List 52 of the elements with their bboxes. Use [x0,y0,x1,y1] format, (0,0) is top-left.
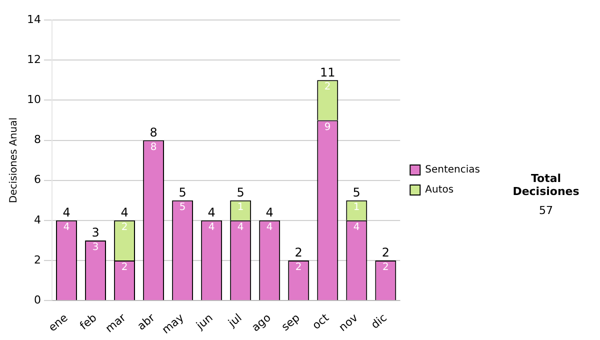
x-tick-label: nov [336,310,361,334]
data-label: 4 [266,222,273,234]
x-tick-label: ene [46,311,70,334]
x-tick-label: dic [368,311,390,332]
y-tick-label: 14 [26,12,41,26]
total-label: 4 [208,206,216,220]
text: 57 [538,204,554,217]
y-tick-label: 4 [34,213,41,226]
total-label: 2 [382,246,390,260]
legend-label: Autos [425,184,454,196]
total-label: 4 [266,206,274,220]
total-label: 4 [120,206,128,220]
x-tick-label: feb [77,311,100,332]
x-tick-label: jul [225,311,244,330]
text: Total Decisiones [512,172,580,198]
data-label: 2 [121,222,128,234]
data-label: 5 [179,202,186,213]
x-tick-label: sep [279,311,302,334]
x-tick-label: ago [249,311,274,334]
data-label: 3 [92,242,99,254]
x-tick-label: oct [310,310,332,332]
data-label: 2 [324,82,331,93]
x-tick-label: jun [193,311,216,333]
y-tick-label: 0 [34,293,41,306]
total-label: 5 [352,186,360,200]
data-label: 4 [63,222,70,234]
y-tick-label: 6 [34,173,41,186]
x-tick-label: mar [103,310,129,336]
y-tick-label: 2 [34,253,41,266]
data-label: 1 [353,202,360,213]
legend-label: Sentencias [425,164,480,176]
total-label: 11 [320,65,336,80]
x-tick-label: abr [134,310,158,333]
data-label: 4 [208,222,215,234]
data-label: 2 [382,262,389,274]
y-axis-title: Decisiones Anual [8,118,20,204]
total-label: 8 [150,125,158,140]
y-tick-label: 12 [26,52,41,66]
total-label: 3 [92,226,100,240]
data-label: 1 [237,202,244,213]
y-tick-label: 10 [26,93,41,106]
total-label: 4 [62,206,70,220]
data-label: 4 [353,222,360,234]
data-label: 2 [121,262,128,274]
data-label: 9 [324,122,331,133]
total-label: 5 [236,186,244,200]
total-label: 2 [294,246,302,260]
data-label: 4 [237,222,244,234]
data-label: 2 [295,262,302,274]
data-label: 8 [150,142,157,153]
y-tick-label: 8 [34,133,41,146]
total-label: 5 [178,186,186,200]
